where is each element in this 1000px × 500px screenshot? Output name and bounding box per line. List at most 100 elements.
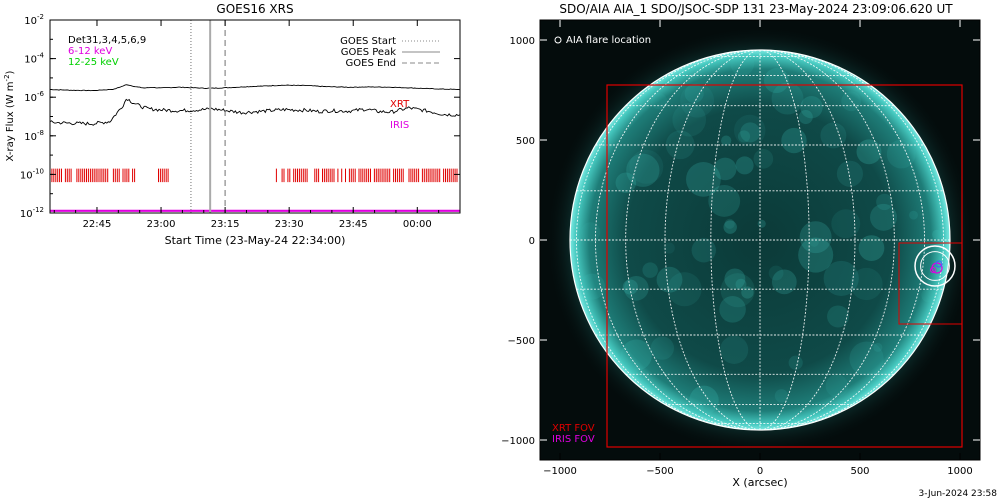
y-axis-label-exp: -2 bbox=[3, 74, 11, 81]
solar-brightening bbox=[721, 135, 732, 146]
y-tick-base: 10 bbox=[24, 132, 37, 143]
grid-longitude bbox=[759, 50, 856, 430]
solar-brightening bbox=[720, 273, 755, 308]
solar-brightening bbox=[667, 272, 702, 307]
xrt-coverage-0 bbox=[51, 168, 136, 183]
legend-det: Det31,3,4,5,6,9 bbox=[68, 35, 146, 46]
solar-brightening bbox=[849, 341, 884, 376]
legend-xrt-fov: XRT FOV bbox=[552, 423, 595, 434]
grid-longitude bbox=[664, 50, 761, 430]
legend-6-12-kev: 6-12 keV bbox=[68, 46, 112, 57]
flare-contour-blue bbox=[935, 260, 943, 268]
img-x-tick-label-1: −500 bbox=[646, 466, 673, 477]
grid-longitude bbox=[625, 50, 761, 430]
y-tick-base: 10 bbox=[24, 93, 37, 104]
solar-brightening bbox=[719, 296, 746, 323]
solar-brightening bbox=[799, 221, 832, 254]
x-axis-ticks: 22:45 23:00 23:15 23:30 23:45 00:00 bbox=[53, 20, 440, 230]
y-tick-exp: -8 bbox=[37, 129, 44, 137]
y-tick-base: 10 bbox=[20, 170, 33, 181]
img-y-tick-label-4: −1000 bbox=[501, 436, 535, 447]
legend-flare-location: AIA flare location bbox=[566, 35, 651, 46]
img-x-tick-label-2: 0 bbox=[757, 466, 763, 477]
iris-fov-box bbox=[898, 242, 963, 325]
solar-limb bbox=[569, 49, 951, 431]
solar-brightening bbox=[642, 262, 658, 278]
solar-brightening bbox=[788, 355, 803, 370]
solar-brightening bbox=[708, 185, 741, 217]
heliographic-grid bbox=[570, 50, 950, 430]
solar-brightening bbox=[753, 149, 774, 169]
solar-brightening bbox=[763, 68, 789, 94]
solar-brightening bbox=[850, 267, 883, 301]
solar-brightening bbox=[825, 374, 849, 398]
solar-brightening bbox=[713, 157, 737, 181]
solar-brightening bbox=[809, 237, 819, 247]
y-tick-exp: -4 bbox=[37, 52, 45, 60]
series-goes-long bbox=[50, 84, 460, 92]
solar-brightening bbox=[841, 91, 862, 112]
event-lines bbox=[190, 20, 226, 213]
xrt-label: XRT bbox=[390, 99, 410, 110]
solar-brightening bbox=[686, 162, 721, 197]
aia-image-panel: SDO/AIA AIA_1 SDO/JSOC-SDP 131 23-May-20… bbox=[501, 2, 981, 489]
solar-brightening bbox=[771, 82, 804, 115]
y-axis-label-main: X-ray Flux (W m bbox=[5, 81, 16, 161]
legend-left: Det31,3,4,5,6,9 6-12 keV 12-25 keV bbox=[68, 35, 146, 68]
solar-brightening bbox=[856, 139, 882, 165]
solar-brightening bbox=[629, 149, 664, 184]
legend-iris-fov: IRIS FOV bbox=[552, 434, 595, 445]
solar-brightening bbox=[693, 403, 704, 413]
left-chart-title: GOES16 XRS bbox=[216, 2, 293, 16]
series-goes-short bbox=[49, 98, 460, 126]
solar-brightening bbox=[684, 84, 704, 104]
image-axis-ticks: −1000 −500 0 500 1000 1000 500 0 −500 −1000 bbox=[501, 20, 980, 477]
grid-longitude bbox=[759, 50, 944, 430]
solar-brightening bbox=[768, 265, 784, 281]
legend-12-25-kev: 12-25 keV bbox=[68, 57, 119, 68]
solar-brightening bbox=[724, 268, 746, 290]
img-x-tick-label-0: −1000 bbox=[543, 466, 577, 477]
y-tick-exp: -12 bbox=[33, 206, 44, 214]
y-tick-base: 10 bbox=[20, 209, 33, 220]
solar-brightening bbox=[691, 238, 716, 263]
solar-brightening bbox=[735, 156, 754, 175]
solar-brightening bbox=[656, 266, 683, 293]
left-y-axis-label: X-ray Flux (W m-2) bbox=[3, 70, 16, 161]
y-tick-exp: -10 bbox=[33, 167, 44, 175]
x-tick-label-0: 22:45 bbox=[83, 219, 112, 230]
solar-brightening bbox=[663, 242, 675, 254]
solar-brightening bbox=[876, 193, 893, 211]
solar-brightening bbox=[622, 279, 638, 295]
img-y-tick-label-0: 1000 bbox=[510, 36, 535, 47]
footer-timestamp: 3-Jun-2024 23:58 bbox=[919, 489, 998, 499]
solar-brightening bbox=[781, 127, 807, 154]
y-tick-base: 10 bbox=[24, 16, 37, 27]
solar-brightening bbox=[800, 95, 823, 119]
solar-brightening bbox=[798, 237, 834, 273]
solar-brightening bbox=[873, 342, 883, 352]
y-tick-label-1: 10-4 bbox=[24, 52, 44, 66]
iris-label: IRIS bbox=[390, 120, 409, 131]
grid-longitude bbox=[759, 50, 925, 430]
solar-brightening bbox=[827, 305, 850, 328]
solar-brightening bbox=[836, 160, 863, 187]
solar-brightening bbox=[650, 93, 668, 110]
solar-brightening bbox=[580, 222, 601, 242]
y-tick-exp: -2 bbox=[37, 13, 44, 21]
solar-brightening bbox=[620, 339, 653, 371]
solar-brightening bbox=[733, 114, 766, 147]
solar-brightening bbox=[735, 278, 747, 290]
solar-texture bbox=[578, 51, 942, 416]
solar-brightening bbox=[680, 83, 715, 118]
xrt-coverage-2 bbox=[275, 168, 458, 183]
solar-brightening bbox=[909, 210, 918, 220]
img-y-tick-label-2: 0 bbox=[529, 236, 535, 247]
grid-longitude bbox=[710, 50, 761, 430]
x-tick-label-4: 23:45 bbox=[339, 219, 368, 230]
solar-brightening bbox=[921, 288, 935, 303]
legend-right: GOES Start GOES Peak GOES End bbox=[340, 36, 440, 69]
flare-contour-iris-2 bbox=[930, 267, 936, 273]
legend-flare-symbol bbox=[554, 36, 562, 44]
